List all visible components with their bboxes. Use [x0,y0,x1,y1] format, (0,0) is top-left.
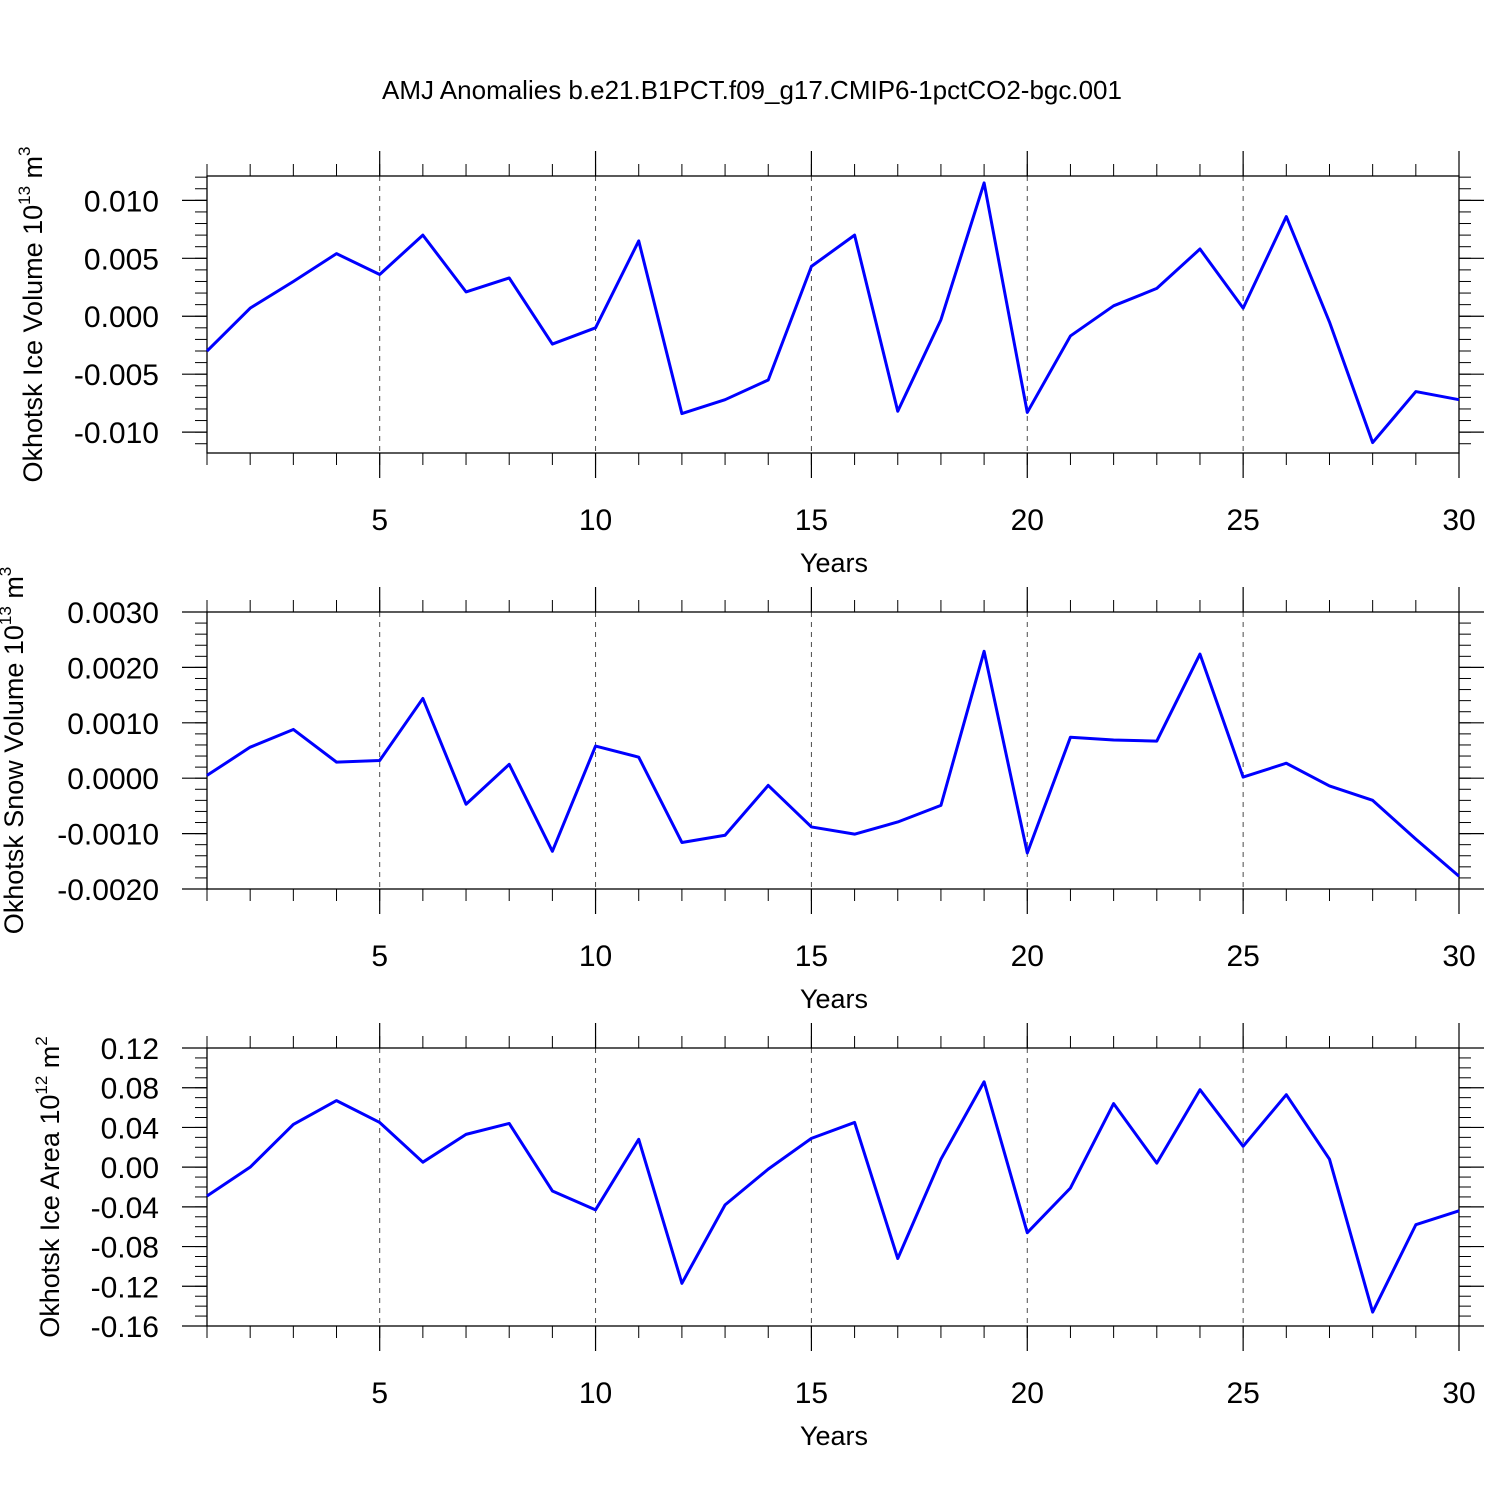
x-tick-label: 25 [1226,1377,1259,1410]
y-axis-label-unit-exponent: 3 [0,567,15,576]
x-tick-label: 15 [795,940,828,973]
x-tick-label: 20 [1011,940,1044,973]
x-tick-label: 20 [1011,504,1044,537]
y-axis-label-exponent: 13 [15,186,34,205]
x-tick-label: 5 [371,504,388,537]
y-axis-label-unit-exponent: 2 [32,1036,51,1045]
y-tick-label: -0.16 [91,1311,159,1344]
y-axis-label-exponent: 12 [32,1076,51,1095]
x-tick-label: 15 [795,1377,828,1410]
y-tick-label: 0.00 [101,1152,159,1185]
plot-frame [206,1047,1460,1327]
y-axis-label-text: Okhotsk Ice Area 10 [35,1095,65,1338]
x-tick-label: 10 [579,1377,612,1410]
y-tick-label: -0.0010 [57,819,159,852]
y-axis-label-unit-exponent: 3 [15,146,34,155]
y-axis-label: Okhotsk Ice Area 1012 m2 [32,1036,65,1338]
y-tick-label: -0.12 [91,1271,159,1304]
plot-frame [206,175,1460,454]
y-tick-label: 0.000 [84,301,159,334]
x-tick-label: 25 [1226,940,1259,973]
y-axis-label-text: Okhotsk Snow Volume 10 [0,625,29,934]
y-tick-label: -0.005 [74,359,159,392]
x-tick-label: 30 [1442,1377,1475,1410]
data-line [206,649,1460,878]
x-tick-label: 20 [1011,1377,1044,1410]
y-tick-label: -0.0020 [57,874,159,907]
y-tick-label: 0.0030 [67,597,159,630]
y-axis-label-exponent: 13 [0,606,15,625]
y-tick-label: 0.010 [84,185,159,218]
chart-title: AMJ Anomalies b.e21.B1PCT.f09_g17.CMIP6-… [382,75,1122,105]
y-tick-label: -0.010 [74,417,159,450]
y-tick-label: -0.08 [91,1232,159,1265]
y-axis-label: Okhotsk Snow Volume 1013 m3 [0,567,29,935]
y-axis-label-unit: m [0,576,29,606]
x-tick-label: 5 [371,940,388,973]
y-tick-label: 0.0020 [67,652,159,685]
y-tick-label: 0.12 [101,1033,159,1066]
y-tick-label: 0.0010 [67,708,159,741]
y-axis-label: Okhotsk Ice Volume 1013 m3 [15,146,48,482]
x-axis-label: Years [800,984,868,1014]
y-tick-label: 0.04 [101,1112,159,1145]
data-line [205,181,1460,445]
plot-frame [206,611,1460,890]
x-tick-label: 25 [1226,504,1259,537]
y-axis-label-unit: m [35,1046,65,1076]
y-tick-label: 0.005 [84,243,159,276]
x-tick-label: 30 [1442,504,1475,537]
y-tick-label: 0.0000 [67,763,159,796]
x-tick-label: 5 [371,1377,388,1410]
x-tick-label: 10 [579,504,612,537]
x-axis-label: Years [800,548,868,578]
y-axis-label-unit: m [18,156,48,186]
data-line [206,1080,1460,1314]
x-axis-label: Years [800,1421,868,1451]
y-tick-label: -0.04 [91,1192,159,1225]
y-axis-label-text: Okhotsk Ice Volume 10 [18,205,48,483]
x-tick-label: 30 [1442,940,1475,973]
y-tick-label: 0.08 [101,1073,159,1106]
x-tick-label: 15 [795,504,828,537]
x-tick-label: 10 [579,940,612,973]
